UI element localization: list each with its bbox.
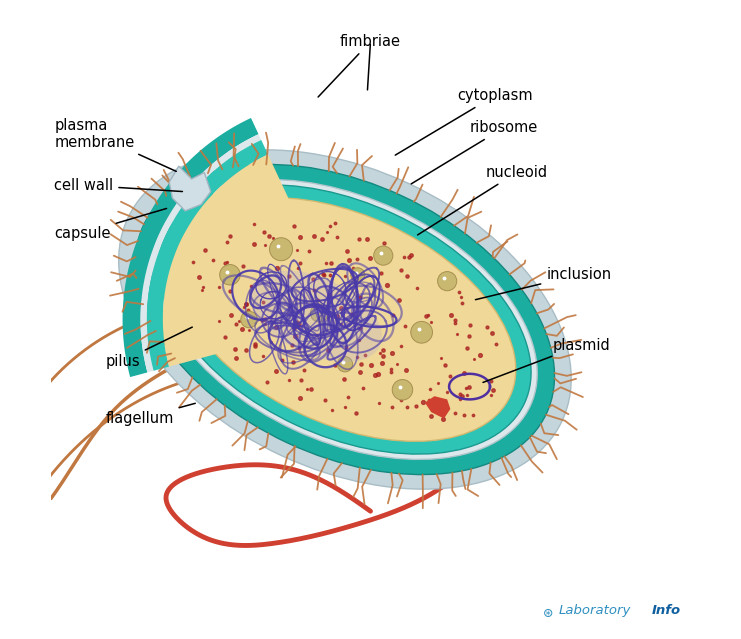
Text: fimbriae: fimbriae	[318, 34, 401, 97]
Ellipse shape	[136, 164, 554, 475]
Text: plasma
membrane: plasma membrane	[54, 118, 176, 171]
Circle shape	[392, 380, 413, 400]
Text: nucleoid: nucleoid	[418, 165, 548, 235]
Text: Info: Info	[651, 604, 681, 617]
Circle shape	[241, 311, 257, 328]
Circle shape	[438, 272, 456, 291]
Circle shape	[373, 246, 393, 265]
Ellipse shape	[174, 197, 516, 442]
Text: capsule: capsule	[54, 208, 167, 241]
Text: cell wall: cell wall	[54, 178, 182, 193]
Ellipse shape	[159, 185, 531, 454]
Polygon shape	[425, 396, 451, 419]
Polygon shape	[163, 155, 345, 367]
Text: Laboratory: Laboratory	[559, 604, 631, 617]
Ellipse shape	[119, 150, 571, 489]
Circle shape	[270, 238, 293, 261]
Circle shape	[219, 265, 240, 285]
Polygon shape	[141, 134, 262, 373]
Text: inclusion: inclusion	[476, 267, 611, 300]
Ellipse shape	[153, 180, 537, 459]
Circle shape	[411, 321, 433, 343]
Circle shape	[310, 304, 328, 322]
Circle shape	[337, 357, 353, 372]
Polygon shape	[122, 118, 259, 377]
Circle shape	[350, 268, 365, 282]
Text: pilus: pilus	[105, 327, 192, 369]
Text: cytoplasm: cytoplasm	[395, 88, 532, 155]
Ellipse shape	[250, 270, 382, 362]
Text: ⊛: ⊛	[543, 607, 554, 620]
Polygon shape	[147, 140, 268, 371]
Text: flagellum: flagellum	[105, 403, 196, 426]
Polygon shape	[169, 166, 210, 211]
Text: plasmid: plasmid	[483, 337, 611, 382]
Text: ribosome: ribosome	[411, 120, 538, 184]
